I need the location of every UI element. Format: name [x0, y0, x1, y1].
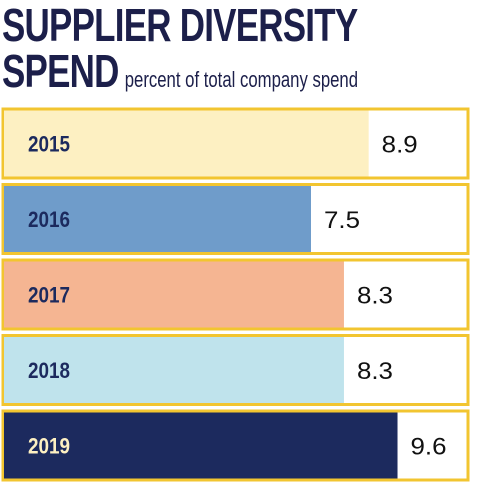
- value-label-2017: 8.3: [357, 283, 393, 310]
- bar-2015: [4, 110, 369, 177]
- category-label-2019: 2019: [28, 434, 70, 459]
- chart-title-line-2: SPEND percent of total company spend: [2, 44, 358, 98]
- value-label-2015: 8.9: [382, 132, 418, 159]
- value-label-2018: 8.3: [357, 358, 393, 385]
- chart-subtitle: percent of total company spend: [124, 67, 359, 92]
- value-label-2019: 9.6: [411, 434, 447, 461]
- bar-2016: [4, 186, 311, 252]
- bar-2018: [4, 337, 344, 403]
- category-label-2017: 2017: [28, 283, 70, 308]
- bar-2019: [4, 412, 398, 479]
- bar-chart: 2015 8.9 2016 7.5 2017 8.3 2018 8.3 2019 9.6: [1, 107, 470, 482]
- value-label-2016: 7.5: [324, 207, 360, 234]
- bar-2017: [4, 261, 344, 328]
- chart-title-line-1: SUPPLIER DIVERSITY: [2, 0, 358, 51]
- category-label-2015: 2015: [28, 132, 70, 157]
- category-label-2016: 2016: [28, 207, 70, 232]
- chart-title-spend: SPEND: [2, 45, 119, 97]
- category-label-2018: 2018: [28, 358, 70, 383]
